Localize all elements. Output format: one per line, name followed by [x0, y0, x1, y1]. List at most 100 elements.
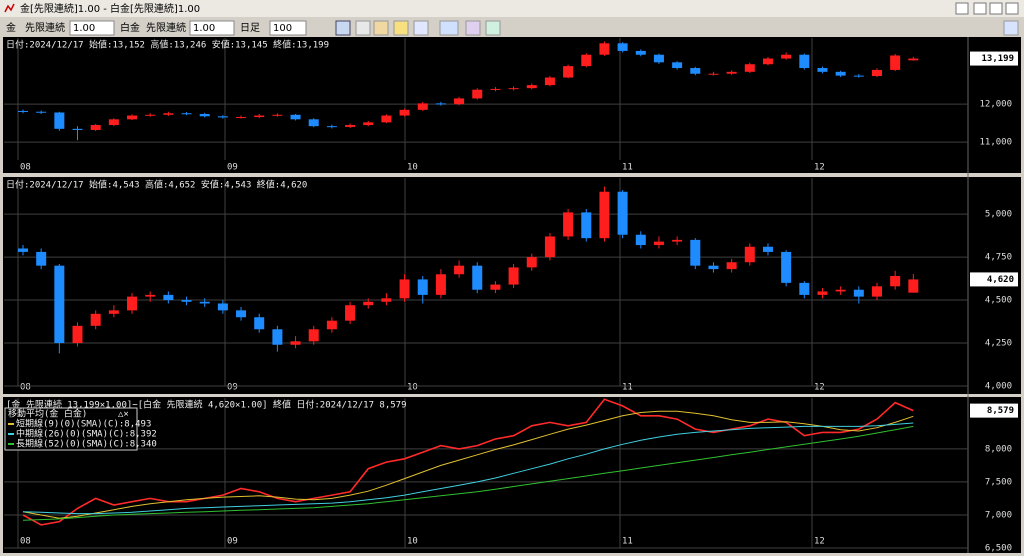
indicator-tool[interactable] — [439, 20, 459, 36]
item-1: 金 — [6, 21, 16, 34]
candle-body — [817, 291, 828, 295]
x-tick-label: 12 — [814, 537, 825, 547]
count-input[interactable] — [269, 20, 307, 36]
candle-body — [581, 54, 592, 67]
maximize-button[interactable] — [989, 2, 1003, 15]
panel-bg — [3, 177, 1021, 394]
candle-body — [508, 267, 519, 285]
candle-body — [454, 265, 465, 275]
settings-tool[interactable] — [465, 20, 481, 36]
candle-body — [908, 58, 919, 61]
candle-body — [871, 69, 882, 77]
last-price-box — [970, 272, 1018, 287]
y-tick-label: 8,000 — [985, 444, 1012, 454]
candle-body — [581, 212, 592, 239]
y-tick-label: 6,500 — [985, 544, 1012, 554]
restore-button[interactable] — [955, 2, 969, 15]
pen-tool[interactable] — [393, 20, 409, 36]
candle-body — [799, 54, 810, 69]
last-price-box — [970, 403, 1018, 418]
candle-body — [36, 251, 47, 266]
pan-tool[interactable] — [373, 20, 389, 36]
panel-bg — [3, 397, 1021, 553]
candle-body — [853, 289, 864, 297]
minimize-button[interactable] — [973, 2, 987, 15]
candle-body — [217, 116, 228, 118]
factor-input-1[interactable] — [69, 20, 115, 36]
x-tick-label: 09 — [227, 163, 238, 173]
x-tick-label: 10 — [407, 163, 418, 173]
candle-body — [72, 325, 83, 344]
candle-body — [708, 265, 719, 270]
candle-body — [635, 234, 646, 246]
candle-body — [871, 286, 882, 297]
contract-2[interactable]: 先限連続 — [146, 21, 186, 34]
x-tick-label: 09 — [227, 537, 238, 547]
period-select[interactable]: 日足 — [240, 22, 260, 34]
candle-body — [163, 294, 174, 301]
candle-body — [490, 88, 501, 90]
candle-body — [145, 114, 156, 116]
candle-body — [544, 236, 555, 258]
candle-body — [853, 75, 864, 77]
candle-body — [236, 117, 247, 119]
candle-body — [181, 300, 192, 302]
candle-body — [726, 262, 737, 270]
candle-body — [290, 114, 301, 120]
candle-body — [890, 55, 901, 70]
candle-body — [435, 103, 446, 105]
legend: 移動平均(金 白金) △×短期線(9)(0)(SMA)(C):8,493中期線(2… — [4, 407, 157, 451]
candle-body — [308, 119, 319, 127]
y-tick-label: 12,000 — [979, 100, 1012, 110]
help-tool[interactable] — [1003, 20, 1019, 36]
count: 100 — [273, 23, 292, 34]
candle-body — [544, 77, 555, 86]
candle-body — [890, 275, 901, 287]
candle-body — [272, 114, 283, 116]
candle-body — [254, 317, 265, 330]
candle-body — [690, 239, 701, 266]
contract-1[interactable]: 先限連続 — [25, 21, 65, 34]
x-tick-label: 08 — [20, 383, 31, 393]
x-tick-label: 11 — [622, 383, 633, 393]
candle-body — [127, 115, 138, 120]
candle-body — [490, 284, 501, 290]
candle-body — [236, 310, 247, 318]
legend-title: 移動平均(金 白金) — [8, 408, 87, 420]
y-tick-label: 7,500 — [985, 477, 1012, 487]
candle-body — [127, 296, 138, 311]
factor-input-2[interactable] — [189, 20, 235, 36]
pointer-tool[interactable] — [335, 20, 351, 36]
candle-body — [399, 109, 410, 116]
candle-body — [526, 85, 537, 89]
candle-body — [399, 279, 410, 299]
x-tick-label: 09 — [227, 383, 238, 393]
candle-body — [726, 71, 737, 74]
candle-body — [817, 68, 828, 72]
series-line — [22, 425, 914, 521]
candle-body — [781, 251, 792, 283]
candle-body — [272, 329, 283, 345]
y-tick-label: 4,000 — [985, 382, 1012, 392]
candle-body — [708, 73, 719, 75]
candle-body — [508, 88, 519, 90]
candle-body — [54, 112, 65, 129]
candle-body — [326, 126, 337, 128]
candle-body — [690, 68, 701, 74]
last-price-label: 8,579 — [987, 406, 1014, 416]
line-tool[interactable] — [355, 20, 371, 36]
candle-body — [599, 191, 610, 239]
candle-body — [762, 58, 773, 65]
candle-body — [635, 50, 646, 55]
factor-1: 1.00 — [73, 23, 95, 34]
candle-body — [563, 66, 574, 78]
close-button[interactable] — [1005, 2, 1019, 15]
candle-body — [781, 54, 792, 59]
fit-tool[interactable] — [413, 20, 429, 36]
candle-body — [72, 128, 83, 130]
candle-body — [599, 43, 610, 55]
candle-body — [199, 301, 210, 304]
window-title: 金[先限連続]1.00 - 白金[先限連続]1.00 — [20, 2, 200, 15]
refresh-tool[interactable] — [485, 20, 501, 36]
